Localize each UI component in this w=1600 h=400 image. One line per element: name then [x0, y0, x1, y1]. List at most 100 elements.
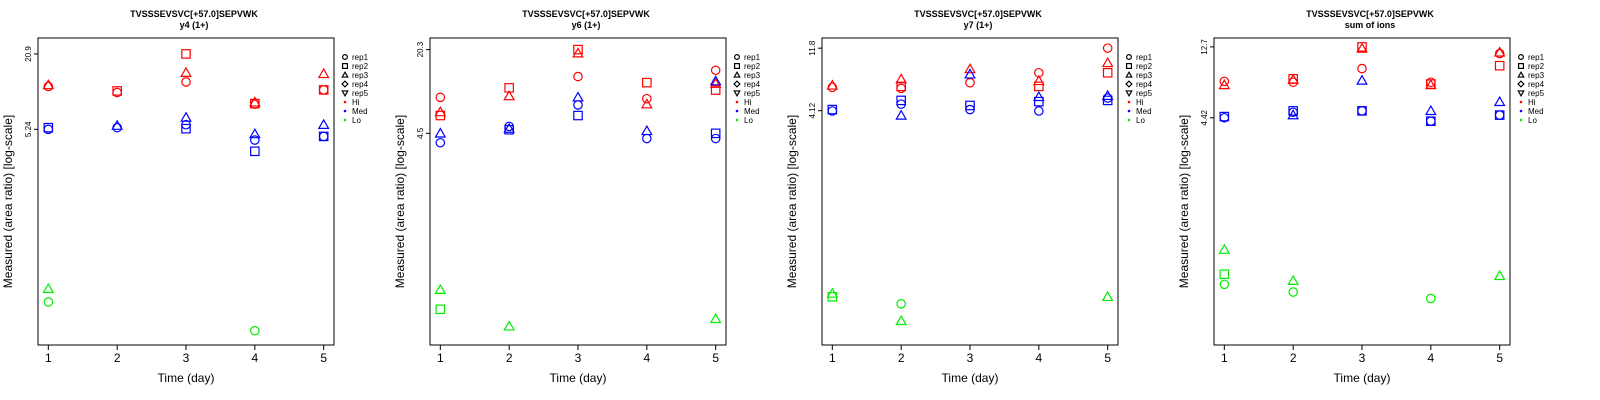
x-axis-title: Time (day) [1334, 371, 1391, 385]
data-point-lo [1288, 287, 1298, 297]
y-tick-label: 4.42 [1200, 109, 1209, 125]
y-axis: 12.7 4.42 [1200, 39, 1214, 126]
y-axis-title: Measured (area ratio) [log-scale] [1, 115, 15, 288]
legend-label-lo: Lo [1136, 116, 1145, 125]
data-point-lo [434, 283, 447, 294]
legend-label-hi: Hi [352, 98, 360, 107]
data-point-hi [1357, 63, 1367, 74]
legend-label-med: Med [352, 107, 368, 116]
legend-label-rep2: rep2 [1136, 62, 1153, 71]
data-point-med [1356, 74, 1368, 85]
data-point-hi [1032, 74, 1045, 86]
data-point-hi [965, 77, 975, 88]
data-point-med [1493, 95, 1506, 107]
x-axis: 1 2 3 4 5 [829, 345, 1111, 365]
legend-symbol-rep4 [1125, 80, 1133, 88]
data-point-lo [503, 320, 516, 331]
legend-label-rep4: rep4 [744, 80, 761, 89]
y-axis: 11.8 4.12 [808, 40, 822, 118]
data-point-hi [1494, 60, 1505, 71]
data-point-hi [1102, 43, 1113, 53]
data-point-med [503, 122, 516, 133]
data-point-med [434, 127, 447, 138]
data-point-lo [1493, 269, 1506, 281]
legend-symbol-rep3 [1125, 71, 1133, 78]
data-point-med [317, 118, 330, 129]
data-point-hi [640, 98, 653, 109]
legend-dot-hi [1127, 100, 1131, 104]
legend-label-rep3: rep3 [1136, 71, 1153, 80]
data-point-lo [1219, 279, 1230, 290]
legend-label-hi: Hi [744, 98, 752, 107]
legend-label-rep3: rep3 [1528, 71, 1545, 80]
data-point-med [572, 91, 584, 102]
x-tick-label: 1 [829, 351, 836, 365]
x-tick-label: 5 [1496, 351, 1503, 365]
data-point-med [709, 75, 722, 86]
legend-label-rep4: rep4 [1528, 80, 1545, 89]
y-tick-label: 4.5 [416, 127, 425, 139]
data-point-hi [180, 66, 192, 77]
x-axis: 1 2 3 4 5 [437, 345, 719, 365]
x-tick-label: 4 [1035, 351, 1042, 365]
data-point-hi [642, 93, 652, 104]
data-point-lo [1219, 269, 1230, 280]
data-point-med [318, 131, 329, 142]
data-point-hi [1101, 56, 1114, 68]
x-tick-label: 2 [114, 351, 121, 365]
data-point-lo [1218, 243, 1231, 254]
data-point-hi [42, 79, 55, 90]
data-point-hi [1424, 78, 1437, 90]
x-axis-title: Time (day) [942, 371, 999, 385]
legend-label-rep3: rep3 [744, 71, 761, 80]
chart-subtitle: y4 (1+) [180, 20, 209, 30]
data-point-lo [895, 314, 908, 326]
data-point-med [710, 128, 721, 139]
data-point-hi [318, 85, 329, 95]
data-point-med [573, 110, 583, 121]
data-point-hi [248, 96, 261, 107]
data-point-med [43, 122, 54, 133]
legend-label-rep5: rep5 [1136, 89, 1153, 98]
data-point-med [895, 109, 908, 120]
legend-label-rep5: rep5 [352, 89, 369, 98]
x-axis: 1 2 3 4 5 [1221, 345, 1503, 365]
legend-symbol-rep1 [342, 53, 349, 60]
data-point-med [435, 137, 446, 148]
data-point-hi [896, 83, 906, 94]
data-point-hi [250, 99, 260, 110]
plot-frame [37, 37, 335, 346]
legend-label-hi: Hi [1528, 98, 1536, 107]
x-axis: 1 2 3 4 5 [45, 345, 327, 365]
data-point-med [965, 100, 975, 111]
data-point-med [1287, 109, 1300, 120]
y-axis-title: Measured (area ratio) [log-scale] [785, 115, 799, 288]
data-point-med [181, 123, 191, 134]
legend-symbol-rep1 [1125, 53, 1132, 60]
data-point-med [1357, 106, 1367, 116]
data-point-hi [1287, 73, 1300, 84]
data-point-hi [503, 90, 516, 101]
data-point-lo [250, 325, 260, 336]
x-tick-label: 2 [1290, 351, 1297, 365]
x-tick-label: 3 [183, 351, 190, 365]
data-point-med [1102, 95, 1113, 106]
data-point-med [111, 119, 124, 130]
y-tick-label: 20.3 [416, 41, 425, 57]
legend-label-rep1: rep1 [1528, 53, 1545, 62]
data-point-hi [318, 85, 329, 95]
data-point-hi [112, 86, 122, 96]
data-point-med [112, 122, 122, 133]
legend-symbol-rep2 [1125, 62, 1132, 69]
legend-label-rep2: rep2 [1528, 62, 1545, 71]
legend-dot-lo [1127, 118, 1131, 122]
data-point-med [250, 146, 260, 157]
legend-symbol-rep1 [733, 53, 740, 60]
data-point-med [640, 124, 653, 136]
